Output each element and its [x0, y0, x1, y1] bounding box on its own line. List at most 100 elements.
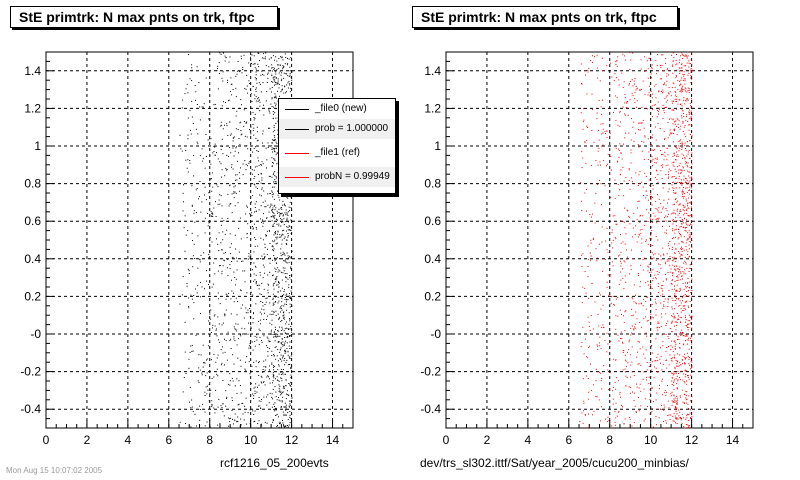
data-point	[683, 417, 685, 419]
data-point	[263, 104, 264, 106]
data-point	[198, 198, 199, 200]
data-point	[663, 84, 664, 86]
data-point	[231, 397, 233, 399]
data-point	[226, 125, 228, 127]
data-point	[601, 226, 603, 228]
data-point	[252, 410, 254, 412]
data-point	[233, 326, 235, 328]
data-point	[283, 229, 285, 231]
data-point	[271, 74, 273, 76]
data-point	[204, 186, 206, 188]
data-point	[226, 294, 228, 296]
data-point	[671, 280, 673, 282]
data-point	[255, 274, 257, 276]
data-point	[221, 138, 223, 140]
data-point	[280, 406, 282, 408]
data-point	[259, 272, 261, 273]
data-point	[684, 156, 686, 158]
data-point	[253, 273, 255, 275]
data-point	[681, 191, 683, 193]
data-point	[240, 238, 242, 240]
data-point	[672, 275, 673, 277]
data-point	[199, 409, 201, 411]
data-point	[271, 204, 273, 206]
data-point	[286, 226, 288, 228]
data-point	[230, 83, 232, 85]
data-point	[289, 318, 291, 320]
data-point	[688, 109, 690, 111]
data-point	[654, 162, 656, 163]
data-point	[681, 418, 682, 419]
data-point	[668, 337, 670, 339]
data-point	[259, 323, 261, 325]
data-point	[283, 224, 285, 226]
data-point	[273, 311, 275, 313]
data-point	[286, 217, 288, 219]
data-point	[686, 417, 688, 419]
data-point	[606, 136, 608, 138]
data-point	[614, 381, 616, 383]
data-point	[680, 253, 682, 255]
data-point	[672, 212, 674, 214]
data-point	[684, 90, 686, 92]
data-point	[682, 121, 684, 122]
data-point	[680, 91, 682, 93]
data-point	[624, 261, 626, 263]
data-point	[191, 399, 193, 401]
data-point	[248, 322, 249, 324]
data-point	[289, 84, 291, 86]
data-point	[231, 94, 233, 96]
data-point	[591, 130, 593, 131]
data-point	[281, 212, 283, 214]
data-point	[620, 169, 622, 171]
data-point	[271, 176, 273, 178]
data-point	[690, 360, 692, 362]
data-point	[258, 396, 260, 398]
data-point	[581, 151, 583, 153]
data-point	[647, 159, 649, 160]
data-point	[191, 80, 193, 81]
data-point	[690, 201, 692, 202]
data-point	[199, 419, 201, 421]
data-point	[640, 364, 642, 366]
data-point	[273, 288, 275, 290]
data-point	[626, 101, 628, 103]
data-point	[681, 67, 683, 69]
data-point	[284, 203, 285, 205]
data-point	[193, 210, 195, 212]
data-point	[685, 282, 686, 284]
data-point	[255, 137, 257, 139]
data-point	[688, 150, 690, 151]
data-point	[237, 129, 239, 130]
data-point	[667, 213, 669, 215]
data-point	[625, 360, 627, 362]
data-point	[670, 345, 672, 347]
data-point	[677, 399, 678, 401]
data-point	[668, 93, 670, 95]
data-point	[275, 122, 277, 124]
data-point	[264, 58, 266, 60]
data-point	[685, 287, 687, 289]
data-point	[582, 157, 584, 159]
data-point	[680, 248, 682, 250]
data-point	[286, 394, 288, 396]
data-point	[226, 396, 228, 398]
data-point	[641, 228, 643, 230]
data-point	[249, 409, 251, 411]
data-point	[691, 136, 693, 138]
data-point	[689, 214, 691, 216]
data-point	[688, 306, 690, 308]
data-point	[274, 136, 276, 138]
data-point	[660, 65, 662, 66]
data-point	[603, 365, 605, 367]
data-point	[282, 267, 284, 269]
data-point	[258, 165, 260, 167]
data-point	[648, 212, 650, 214]
data-point	[246, 205, 248, 207]
data-point	[285, 294, 287, 296]
data-point	[284, 267, 286, 269]
data-point	[657, 273, 659, 275]
data-point	[192, 123, 194, 124]
data-point	[677, 238, 679, 240]
data-point	[274, 260, 276, 262]
